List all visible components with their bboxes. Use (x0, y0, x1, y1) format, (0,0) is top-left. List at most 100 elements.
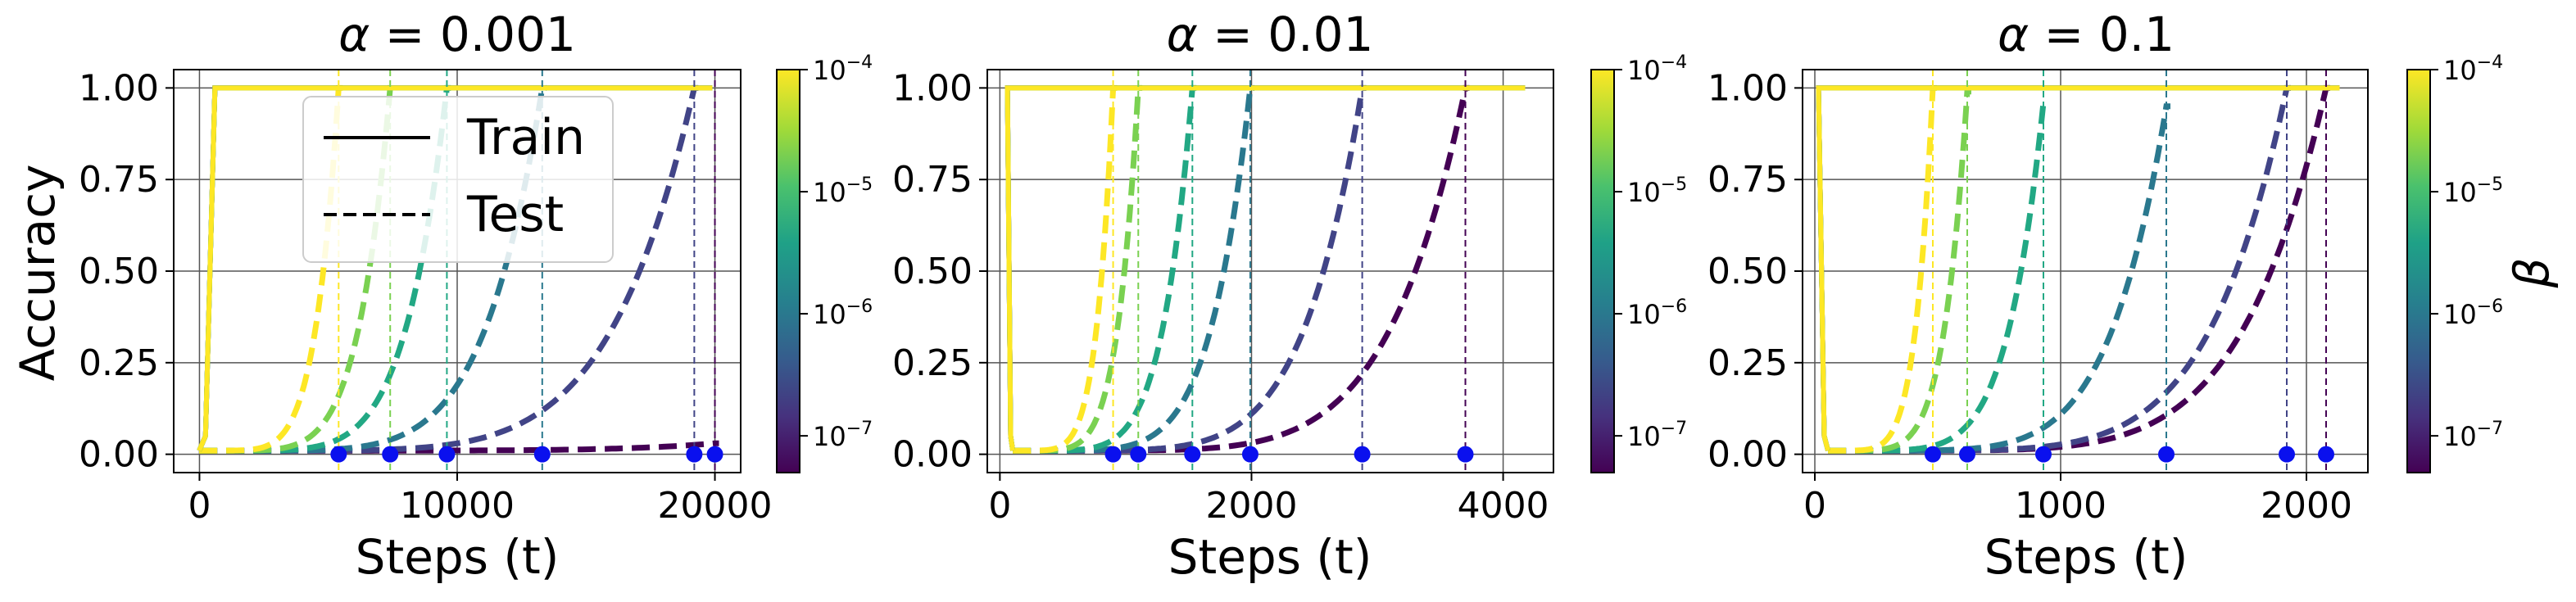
panel-3-curves (1816, 70, 2340, 473)
panel-3-plot: 0.00 0.25 0.50 0.75 1.00 0 1000 2000 (1708, 67, 2369, 527)
colorbar-tick-label: 10−6 (813, 296, 873, 330)
panel-3-y-tick-label: 1.00 (1708, 67, 1788, 109)
panel-3-y-tick-label: 0.25 (1708, 342, 1788, 384)
panel-2-train-curve (1005, 85, 1526, 451)
panel-3-test-curve (1828, 84, 1937, 454)
panel-3-grok-marker (2158, 446, 2175, 463)
panel-2-train-curve (1005, 85, 1526, 451)
panel-2-x-tick-label: 2000 (1205, 485, 1297, 527)
panel-2-colorbar-ticks: 10−4 10−5 10−6 10−7 (1614, 52, 1687, 452)
panel-1-grok-marker (533, 446, 551, 463)
panel-3-train-curve (1816, 85, 2340, 451)
panel-3-train-curve (1816, 85, 2340, 451)
panel-2-train-curve (1005, 85, 1526, 451)
panel-1-title-val: 0.001 (440, 7, 576, 62)
colorbar-tick-label: 10−4 (813, 52, 873, 86)
panel-3-colorbar-bar (2406, 69, 2431, 473)
panel-1-title-var: α (338, 7, 370, 62)
panel-3-title: α = 0.1 (1998, 7, 2175, 62)
panel-1-title: α = 0.001 (338, 7, 576, 62)
panel-3-x-tick-label: 0 (1803, 485, 1826, 527)
panel-3-train-curve (1816, 85, 2340, 451)
panel-1-x-axis-label: Steps (t) (356, 529, 560, 585)
panel-2-colorbar: 10−4 10−5 10−6 10−7 (1590, 52, 1687, 473)
panel-1-y-tick-label: 1.00 (79, 67, 159, 109)
panel-1-y-tick-label: 0.50 (79, 251, 159, 292)
colorbar-tick-label: 10−6 (2443, 296, 2503, 330)
panel-1-grok-marker (382, 446, 399, 463)
panel-2-grok-marker (1104, 446, 1122, 463)
panel-2-grok-marker (1130, 446, 1147, 463)
panel-2-colorbar-bar (1590, 69, 1615, 473)
panel-1-train-curve (197, 85, 713, 452)
panel-3-x-tick-label: 1000 (2015, 485, 2107, 527)
panel-2-x-tick-label: 4000 (1458, 485, 1549, 527)
panel-2-curves (1005, 70, 1526, 473)
panel-3-colorbar: 10−4 10−5 10−6 10−7 (2406, 52, 2503, 473)
panel-3-train-curve (1816, 85, 2340, 451)
panel-1-curves (197, 70, 719, 473)
panel-1-y-tick-label: 0.25 (79, 342, 159, 384)
panel-2: α = 0.01 0.00 0.25 0.50 0.75 1.00 0 2000 4000 S… (892, 7, 1687, 585)
colorbar-tick-label: 10−4 (1627, 52, 1687, 86)
panel-2-title-val: 0.01 (1268, 7, 1373, 62)
panel-2-title-var: α (1167, 7, 1198, 62)
panel-3-title-var: α (1998, 7, 2029, 62)
panel-1-test-curve (199, 84, 343, 454)
colorbar-label: β (2504, 257, 2560, 288)
panel-2-train-curve (1005, 85, 1526, 451)
panel-3-grok-marker (2035, 446, 2052, 463)
panel-1-grok-marker (686, 446, 703, 463)
panel-1-grok-marker (438, 446, 456, 463)
colorbar-tick-label: 10−5 (1627, 174, 1687, 208)
colorbar-tick-label: 10−7 (2443, 419, 2503, 452)
colorbar-tick-label: 10−4 (2443, 52, 2503, 86)
panel-1-y-tick-label: 0.00 (79, 434, 159, 476)
colorbar-tick-label: 10−7 (1627, 419, 1687, 452)
panel-2-test-curve (1013, 84, 1470, 454)
panel-1-x-tick-label: 10000 (400, 485, 515, 527)
panel-2-y-tick-label: 1.00 (892, 67, 973, 109)
panel-3-title-val: 0.1 (2099, 7, 2175, 62)
panel-3-test-curve (1828, 103, 2170, 454)
colorbar-tick-label: 10−6 (1627, 296, 1687, 330)
panel-3-train-curve (1816, 85, 2340, 451)
panel-2-grok-marker (1184, 446, 1201, 463)
panel-3-grok-marker (1925, 446, 1941, 463)
panel-3-grok-marker (1959, 446, 1975, 463)
panel-2-x-axis-label: Steps (t) (1168, 529, 1372, 585)
panel-1-plot: 0.00 0.25 0.50 0.75 1.00 0 10000 20000 (79, 67, 773, 527)
legend-train-label: Train (466, 109, 585, 166)
colorbar-tick-label: 10−7 (813, 419, 873, 452)
colorbar-tick-label: 10−5 (813, 174, 873, 208)
panel-1-grok-marker (330, 446, 347, 463)
panel-3-y-tick-label: 0.50 (1708, 251, 1788, 292)
legend: Train Test (302, 96, 614, 263)
panel-1-x-tick-label: 20000 (658, 485, 773, 527)
panel-3-y-tick-label: 0.75 (1708, 159, 1788, 201)
panel-2-y-tick-label: 0.50 (892, 251, 973, 292)
panel-1-y-tick-label: 0.75 (79, 159, 159, 201)
panel-3-colorbar-ticks: 10−4 10−5 10−6 10−7 (2430, 52, 2503, 452)
panel-2-test-curve (1013, 84, 1118, 454)
panel-3-grok-marker (2318, 446, 2334, 463)
panel-3-x-axis-label: Steps (t) (1984, 529, 2188, 585)
panel-2-grok-marker (1457, 446, 1474, 463)
panel-2-test-curve (1013, 84, 1254, 454)
panel-3-x-tick-label: 2000 (2261, 485, 2352, 527)
panel-2-plot: 0.00 0.25 0.50 0.75 1.00 0 2000 4000 (892, 67, 1554, 527)
panel-3-test-curve (1828, 88, 1971, 454)
panel-2-y-tick-label: 0.75 (892, 159, 973, 201)
panel-2-grok-marker (1241, 446, 1259, 463)
panel-1-colorbar-ticks: 10−4 10−5 10−6 10−7 (800, 52, 873, 452)
legend-test-label: Test (466, 186, 564, 243)
panel-2-grok-marker (1354, 446, 1371, 463)
panel-2-y-tick-label: 0.25 (892, 342, 973, 384)
y-axis-label: Accuracy (10, 165, 66, 382)
colorbar-tick-label: 10−5 (2443, 174, 2503, 208)
panel-1-grok-marker (706, 446, 723, 463)
panel-1-x-tick-label: 0 (188, 485, 211, 527)
panel-1: α = 0.001 0.00 0.25 0.50 0.75 1.00 0 10000 2000… (10, 7, 873, 585)
panel-2-test-curve (1013, 84, 1143, 454)
